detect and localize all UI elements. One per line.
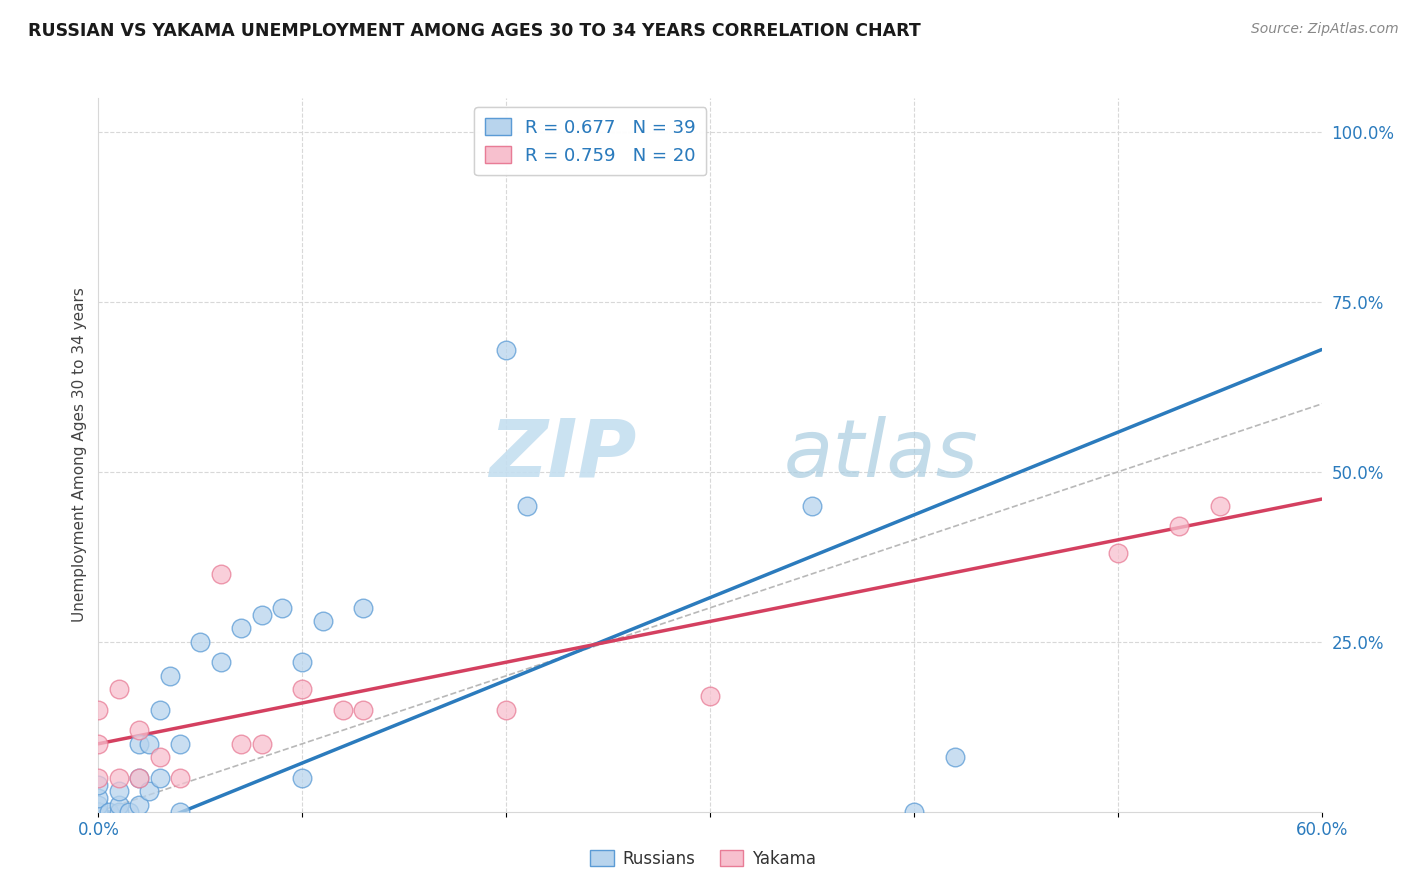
Point bbox=[87, 805, 110, 819]
Point bbox=[108, 797, 131, 812]
Point bbox=[87, 703, 110, 717]
Point bbox=[209, 655, 232, 669]
Point bbox=[903, 805, 925, 819]
Point bbox=[943, 750, 966, 764]
Point bbox=[352, 600, 374, 615]
Point bbox=[108, 805, 131, 819]
Point bbox=[801, 499, 824, 513]
Point bbox=[250, 607, 273, 622]
Point bbox=[128, 723, 150, 738]
Point bbox=[128, 771, 150, 785]
Point bbox=[128, 797, 150, 812]
Point bbox=[87, 805, 110, 819]
Point bbox=[169, 737, 191, 751]
Point bbox=[87, 737, 110, 751]
Point bbox=[87, 791, 110, 805]
Point bbox=[87, 805, 110, 819]
Point bbox=[1209, 499, 1232, 513]
Legend: Russians, Yakama: Russians, Yakama bbox=[583, 844, 823, 875]
Point bbox=[1107, 546, 1129, 560]
Point bbox=[169, 805, 191, 819]
Point bbox=[138, 784, 160, 798]
Point bbox=[159, 669, 181, 683]
Point bbox=[495, 703, 517, 717]
Point bbox=[87, 778, 110, 792]
Point bbox=[87, 805, 110, 819]
Point bbox=[312, 615, 335, 629]
Point bbox=[291, 682, 314, 697]
Point bbox=[87, 797, 110, 812]
Point bbox=[108, 771, 131, 785]
Point bbox=[352, 703, 374, 717]
Point bbox=[87, 771, 110, 785]
Point bbox=[118, 805, 141, 819]
Point bbox=[209, 566, 232, 581]
Point bbox=[332, 703, 354, 717]
Point bbox=[231, 621, 253, 635]
Point bbox=[128, 737, 150, 751]
Point bbox=[97, 805, 120, 819]
Point bbox=[250, 737, 273, 751]
Text: Source: ZipAtlas.com: Source: ZipAtlas.com bbox=[1251, 22, 1399, 37]
Point bbox=[291, 655, 314, 669]
Point bbox=[270, 600, 294, 615]
Point bbox=[516, 499, 538, 513]
Text: atlas: atlas bbox=[783, 416, 979, 494]
Y-axis label: Unemployment Among Ages 30 to 34 years: Unemployment Among Ages 30 to 34 years bbox=[72, 287, 87, 623]
Text: RUSSIAN VS YAKAMA UNEMPLOYMENT AMONG AGES 30 TO 34 YEARS CORRELATION CHART: RUSSIAN VS YAKAMA UNEMPLOYMENT AMONG AGE… bbox=[28, 22, 921, 40]
Point bbox=[495, 343, 517, 357]
Point bbox=[128, 771, 150, 785]
Point bbox=[149, 750, 172, 764]
Point bbox=[188, 635, 212, 649]
Point bbox=[291, 771, 314, 785]
Point bbox=[1167, 519, 1189, 533]
Point bbox=[699, 689, 721, 703]
Point bbox=[87, 805, 110, 819]
Point bbox=[149, 771, 172, 785]
Point bbox=[231, 737, 253, 751]
Point bbox=[87, 805, 110, 819]
Point bbox=[169, 771, 191, 785]
Text: ZIP: ZIP bbox=[489, 416, 637, 494]
Point bbox=[138, 737, 160, 751]
Point bbox=[108, 682, 131, 697]
Point bbox=[108, 784, 131, 798]
Point bbox=[149, 703, 172, 717]
Legend: R = 0.677   N = 39, R = 0.759   N = 20: R = 0.677 N = 39, R = 0.759 N = 20 bbox=[474, 107, 706, 176]
Point bbox=[87, 805, 110, 819]
